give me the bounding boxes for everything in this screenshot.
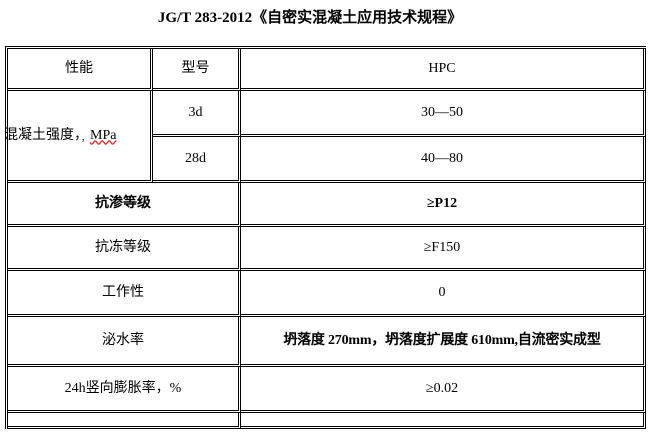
header-cell-property: 性能: [8, 49, 153, 91]
concrete-spec-table: 性能 型号 HPC 混凝土强度，，MPa 3d 30—50 28: [4, 46, 646, 429]
spec-table-container: 性能 型号 HPC 混凝土强度，，MPa 3d 30—50 28: [4, 46, 646, 429]
cell-label-partial: [8, 413, 241, 429]
table-row-bleeding-rate: 泌水率 坍落度 270mm，坍落度扩展度 610mm,自流密实成型: [8, 317, 646, 367]
table-row-strength-3d: 混凝土强度，，MPa 3d 30—50: [4, 91, 646, 183]
cell-value-impermeability: ≥P12: [241, 183, 646, 227]
cell-value-workability: 0: [241, 271, 646, 317]
cell-strength-age-28d: 28d: [153, 137, 241, 183]
table-header-row: 性能 型号 HPC: [8, 49, 646, 91]
header-cell-model: 型号: [153, 49, 241, 91]
cell-label-impermeability: 抗渗等级: [8, 183, 241, 227]
cell-value-partial: [241, 413, 646, 429]
table-row-strength-28d: 28d 40—80: [8, 137, 646, 183]
table-row-frost-resistance: 抗冻等级 ≥F150: [8, 227, 646, 271]
strength-label-unit: MPa: [90, 127, 117, 143]
table-row-workability: 工作性 0: [8, 271, 646, 317]
table-row-partial: [8, 413, 646, 429]
page-title: JG/T 283-2012《自密实混凝土应用技术规程》: [157, 10, 463, 26]
cell-strength-label: 混凝土强度，，MPa: [4, 91, 153, 183]
cell-value-vertical-expansion: ≥0.02: [241, 367, 646, 413]
cell-label-bleeding-rate: 泌水率: [8, 317, 241, 367]
strength-label-text: 混凝土强度，: [4, 127, 81, 143]
cell-strength-age-3d: 3d: [153, 91, 241, 137]
cell-strength-value-28d: 40—80: [241, 137, 646, 183]
table-row-vertical-expansion: 24h竖向膨胀率，% ≥0.02: [8, 367, 646, 413]
table-row-impermeability: 抗渗等级 ≥P12: [8, 183, 646, 227]
cell-value-bleeding-rate: 坍落度 270mm，坍落度扩展度 610mm,自流密实成型: [241, 317, 646, 367]
cell-label-frost-resistance: 抗冻等级: [8, 227, 241, 271]
cell-label-workability: 工作性: [8, 271, 241, 317]
cell-label-vertical-expansion: 24h竖向膨胀率，%: [8, 367, 241, 413]
header-cell-hpc: HPC: [241, 49, 646, 91]
cell-value-frost-resistance: ≥F150: [241, 227, 646, 271]
cell-strength-value-3d: 30—50: [241, 91, 646, 137]
strength-label-comma: ，: [81, 132, 91, 143]
